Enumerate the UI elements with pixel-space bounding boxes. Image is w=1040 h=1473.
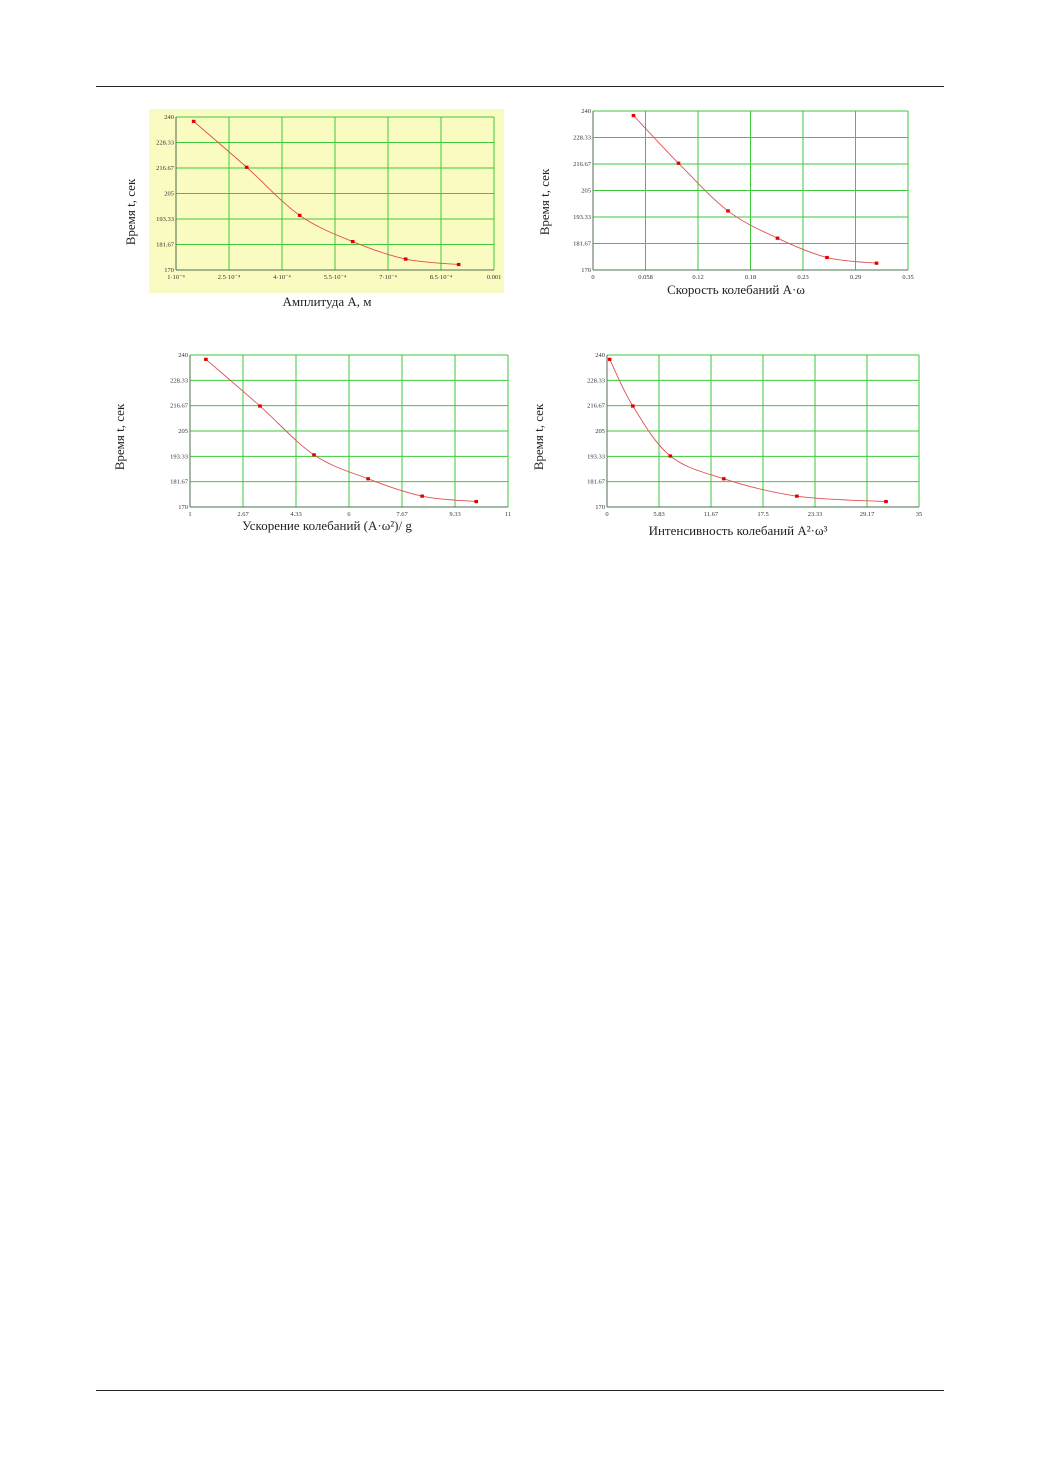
data-point: [312, 453, 316, 457]
x-tick-label: 0: [605, 511, 608, 518]
data-point: [884, 499, 888, 504]
y-tick-label: 193.33: [156, 216, 174, 223]
y-tick-label: 170: [581, 267, 591, 274]
x-tick-label: 7·10⁻⁴: [379, 274, 397, 281]
x-tick-label: 0.23: [797, 274, 808, 281]
y-tick-label: 240: [595, 352, 605, 359]
y-tick-label: 216.67: [587, 403, 606, 410]
y-axis-title: Время t, сек: [531, 403, 546, 470]
chart-panel-1: 1·10⁻⁴ 2.5·10⁻⁴ 4·10⁻⁴ 5.5·10⁻⁴ 7·10⁻⁴ 8.5·10…: [123, 109, 504, 309]
data-point: [204, 357, 208, 361]
y-axis-title: Время t, сек: [123, 178, 138, 245]
data-point: [456, 262, 461, 267]
x-tick-label: 4·10⁻⁴: [273, 274, 291, 281]
y-tick-label: 170: [178, 504, 188, 511]
x-tick-label: 0.12: [692, 274, 703, 281]
y-tick-label: 205: [164, 191, 174, 198]
y-tick-label: 205: [595, 428, 605, 435]
chart-panel-2: 0 0.058 0.12 0.18 0.23 0.29 0.35 170 181.67 193.3…: [537, 108, 914, 297]
y-tick-label: 205: [178, 428, 188, 435]
y-tick-label: 228.33: [587, 377, 605, 384]
x-tick-label: 2.67: [237, 511, 249, 518]
x-tick-label: 0.18: [745, 274, 756, 281]
x-tick-label: 29.17: [860, 511, 875, 518]
chart-panel-3: 1 2.67 4.33 6 7.67 9.33 11 170 181.67 193.33 205 21…: [112, 352, 511, 533]
data-point: [258, 404, 262, 408]
x-tick-label: 0.29: [850, 274, 861, 281]
x-tick-label: 5.5·10⁻⁴: [324, 274, 347, 281]
y-tick-label: 240: [581, 108, 591, 115]
data-point: [795, 494, 799, 498]
x-tick-label: 1·10⁻⁴: [167, 274, 185, 281]
header-rule: [96, 86, 944, 87]
data-point: [825, 255, 829, 260]
data-point: [403, 257, 408, 261]
data-point: [607, 357, 612, 361]
y-tick-label: 216.67: [156, 165, 175, 172]
y-tick-label: 193.33: [573, 214, 591, 221]
data-point: [244, 165, 249, 169]
y-tick-label: 240: [164, 114, 174, 121]
y-axis-title: Время t, сек: [112, 403, 127, 470]
x-tick-label: 1: [188, 511, 191, 518]
x-tick-label: 11: [505, 511, 511, 518]
data-point: [297, 213, 302, 217]
y-tick-label: 216.67: [170, 403, 189, 410]
x-axis-title: Ускорение колебаний (A·ω²)/ g: [242, 518, 412, 533]
y-tick-label: 181.67: [156, 242, 175, 249]
y-tick-label: 193.33: [170, 453, 188, 460]
y-axis-title: Время t, сек: [537, 168, 552, 235]
series-line: [633, 115, 877, 264]
data-point: [191, 119, 196, 123]
data-point: [420, 494, 424, 498]
data-point: [726, 209, 730, 213]
x-tick-label: 7.67: [396, 511, 408, 518]
y-tick-label: 205: [581, 188, 591, 195]
data-point: [775, 236, 780, 240]
data-point: [366, 477, 370, 481]
x-tick-label: 5.83: [653, 511, 664, 518]
x-tick-label: 8.5·10⁻⁴: [430, 274, 453, 281]
data-point: [676, 161, 681, 165]
x-tick-label: 2.5·10⁻⁴: [218, 274, 241, 281]
x-tick-label: 6: [347, 511, 351, 518]
y-tick-label: 170: [164, 267, 174, 274]
x-tick-label: 35: [916, 511, 923, 518]
data-point: [631, 113, 636, 118]
y-tick-label: 181.67: [587, 479, 606, 486]
y-tick-label: 170: [595, 504, 605, 511]
y-tick-label: 181.67: [170, 479, 189, 486]
x-axis-title: Скорость колебаний A·ω: [667, 282, 805, 297]
data-point: [350, 239, 355, 244]
x-tick-label: 9.33: [449, 511, 460, 518]
x-tick-label: 0: [591, 274, 594, 281]
x-tick-label: 4.33: [290, 511, 301, 518]
y-tick-label: 181.67: [573, 241, 592, 248]
y-tick-label: 228.33: [573, 135, 591, 142]
x-axis-title: Интенсивность колебаний A²·ω³: [649, 523, 828, 538]
x-tick-label: 23.33: [808, 511, 823, 518]
x-axis-title: Амплитуда A, м: [283, 294, 372, 309]
y-tick-label: 216.67: [573, 161, 592, 168]
y-tick-label: 228.33: [156, 140, 174, 147]
series-line: [205, 359, 477, 503]
data-point: [721, 477, 726, 481]
series-line: [193, 121, 459, 265]
y-tick-label: 228.33: [170, 377, 188, 384]
y-tick-label: 240: [178, 352, 188, 359]
data-point: [631, 404, 635, 408]
y-tick-label: 193.33: [587, 453, 605, 460]
data-point: [474, 499, 478, 504]
x-tick-label: 0.058: [638, 274, 653, 281]
data-point: [668, 454, 673, 458]
x-tick-label: 11.67: [704, 511, 719, 518]
data-point: [874, 261, 879, 265]
footer-rule: [96, 1390, 944, 1391]
x-tick-label: 0.35: [902, 274, 913, 281]
chart-panel-4: 0 5.83 11.67 17.5 23.33 29.17 35 170 181.67 193.3…: [531, 352, 922, 538]
x-tick-label: 0.001: [487, 274, 502, 281]
chart-background: [149, 109, 504, 293]
x-tick-label: 17.5: [757, 511, 768, 518]
